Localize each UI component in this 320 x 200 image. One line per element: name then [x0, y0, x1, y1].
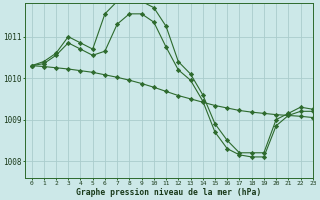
X-axis label: Graphe pression niveau de la mer (hPa): Graphe pression niveau de la mer (hPa): [76, 188, 262, 197]
